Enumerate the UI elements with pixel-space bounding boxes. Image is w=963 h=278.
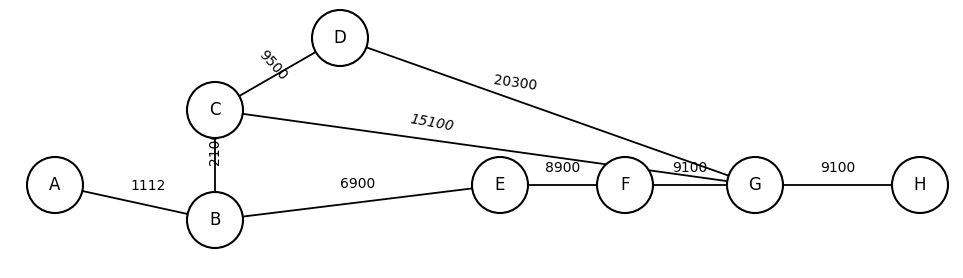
Circle shape (892, 157, 948, 213)
Circle shape (312, 10, 368, 66)
Text: 9500: 9500 (256, 47, 290, 83)
Text: 8900: 8900 (545, 161, 580, 175)
Text: 1112: 1112 (130, 179, 166, 193)
Text: 9100: 9100 (672, 161, 708, 175)
Text: 20300: 20300 (493, 73, 538, 93)
Circle shape (187, 82, 243, 138)
Circle shape (727, 157, 783, 213)
Text: H: H (914, 176, 926, 194)
Text: 6900: 6900 (340, 177, 376, 190)
Text: B: B (209, 211, 221, 229)
Text: 15100: 15100 (409, 112, 455, 134)
Text: A: A (49, 176, 61, 194)
Text: 2100: 2100 (208, 130, 222, 165)
Text: E: E (495, 176, 506, 194)
Text: 9100: 9100 (820, 161, 855, 175)
Text: C: C (209, 101, 221, 119)
Circle shape (597, 157, 653, 213)
Circle shape (187, 192, 243, 248)
Text: D: D (333, 29, 347, 47)
Circle shape (27, 157, 83, 213)
Text: F: F (620, 176, 630, 194)
Circle shape (472, 157, 528, 213)
Text: G: G (748, 176, 762, 194)
